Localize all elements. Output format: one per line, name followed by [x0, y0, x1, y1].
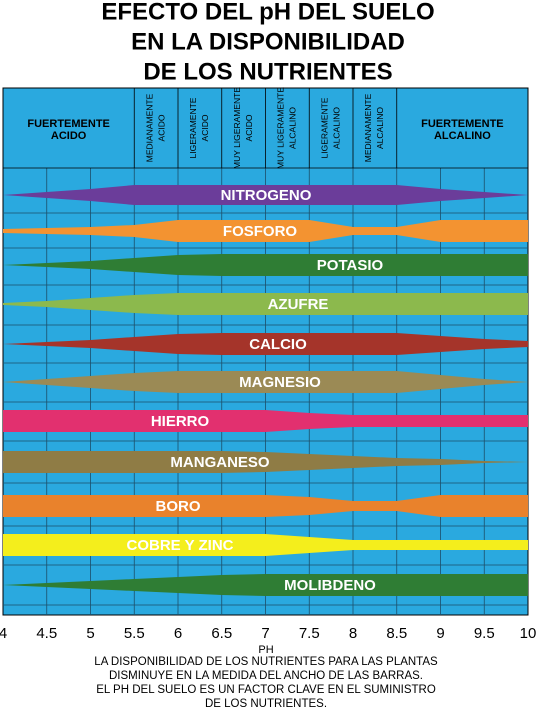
nutrient-band	[3, 185, 528, 205]
zone-label: ALCALINO	[288, 107, 298, 149]
zone-label: ACIDO	[51, 130, 87, 142]
x-tick-label: 6.5	[211, 625, 232, 642]
nutrient-label: NITROGENO	[221, 187, 312, 204]
zone-label: ALCALINO	[331, 107, 341, 149]
axis-label: PH	[258, 644, 273, 656]
nutrient-band	[3, 371, 528, 393]
x-tick-label: 4.5	[36, 625, 57, 642]
zone-label: LIGERAMENTE	[319, 97, 329, 158]
zone-label: LIGERAMENTE	[188, 97, 198, 158]
zone-label: FUERTEMENTE	[421, 118, 504, 130]
nutrient-band	[3, 495, 528, 517]
footer-line: EL PH DEL SUELO ES UN FACTOR CLAVE EN EL…	[96, 684, 436, 696]
zone-label: FUERTEMENTE	[27, 118, 110, 130]
title-line: EFECTO DEL pH DEL SUELO	[101, 0, 434, 25]
nutrient-label: FOSFORO	[223, 223, 297, 240]
nutrient-label: BORO	[156, 498, 201, 515]
zone-label: MUY LIGERAMENTE	[232, 87, 242, 169]
nutrient-label: HIERRO	[151, 413, 210, 430]
x-tick-label: 6	[174, 625, 182, 642]
title-line: EN LA DISPONIBILIDAD	[131, 28, 405, 55]
zone-label: ALCALINO	[375, 107, 385, 149]
nutrient-label: MANGANESO	[170, 454, 270, 471]
nutrient-label: CALCIO	[249, 336, 307, 353]
nutrient-label: MOLIBDENO	[284, 577, 376, 594]
nutrient-label: MAGNESIO	[239, 374, 321, 391]
nutrient-band	[3, 333, 528, 355]
zone-label: ACIDO	[156, 114, 166, 141]
nutrient-band	[3, 220, 528, 242]
footer-line: LA DISPONIBILIDAD DE LOS NUTRIENTES PARA…	[94, 656, 438, 668]
zone-label: ACIDO	[200, 114, 210, 141]
nutrient-label: AZUFRE	[268, 296, 329, 313]
x-tick-label: 10	[520, 625, 536, 642]
nutrient-band	[3, 534, 528, 556]
x-tick-label: 9	[436, 625, 444, 642]
x-tick-label: 8	[349, 625, 357, 642]
nutrient-band	[3, 293, 528, 315]
nutrient-band	[3, 410, 528, 432]
nutrient-label: COBRE Y ZINC	[127, 537, 234, 554]
nutrient-band	[3, 574, 528, 596]
zone-label: ACIDO	[244, 114, 254, 141]
nutrient-band	[3, 451, 528, 473]
x-tick-label: 9.5	[474, 625, 495, 642]
x-tick-label: 7	[261, 625, 269, 642]
x-tick-label: 5.5	[124, 625, 145, 642]
x-tick-label: 4	[0, 625, 7, 642]
zone-label: MEDIANAMENTE	[363, 93, 373, 162]
zone-label: MEDIANAMENTE	[144, 93, 154, 162]
zone-label: ALCALINO	[434, 130, 491, 142]
nutrient-band	[3, 254, 528, 276]
footer-line: DISMINUYE EN LA MEDIDA DEL ANCHO DE LAS …	[109, 670, 423, 682]
footer-line: DE LOS NUTRIENTES.	[205, 698, 327, 710]
x-tick-label: 7.5	[299, 625, 320, 642]
zone-label: MUY LIGERAMENTE	[276, 87, 286, 169]
title-line: DE LOS NUTRIENTES	[143, 58, 392, 85]
x-tick-label: 8.5	[386, 625, 407, 642]
x-tick-label: 5	[86, 625, 94, 642]
nutrient-label: POTASIO	[317, 257, 384, 274]
